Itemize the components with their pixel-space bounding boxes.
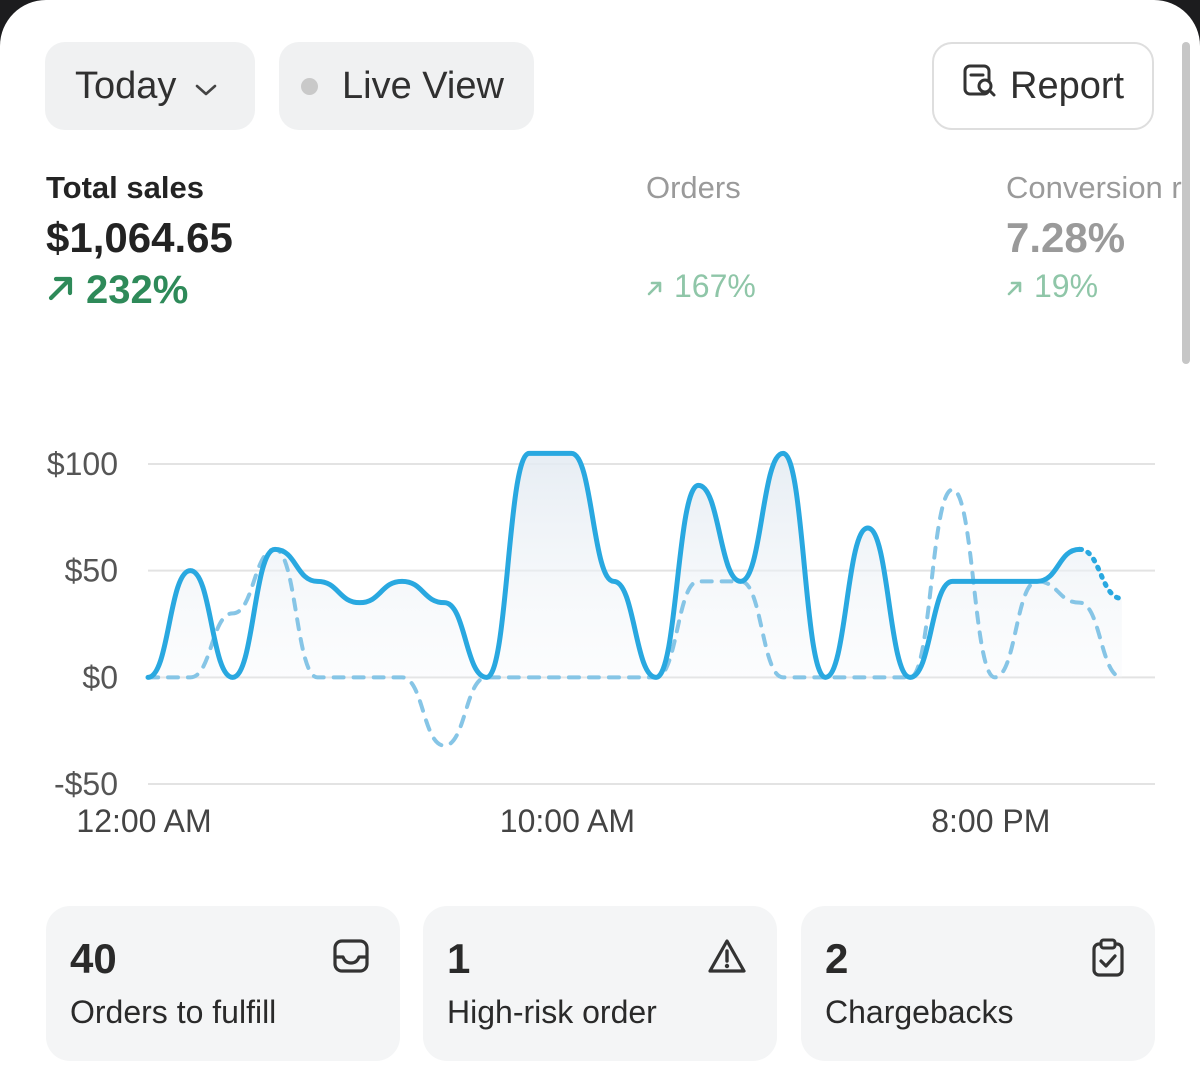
y-tick-label: $100 — [47, 446, 118, 482]
metric-label: Orders — [646, 170, 741, 205]
arrow-up-right-icon — [46, 268, 76, 313]
metric-value: 7.28% — [1006, 214, 1126, 261]
chevron-down-icon — [194, 65, 218, 108]
high-risk-order-card[interactable]: 1 High-risk order — [423, 906, 777, 1061]
y-tick-label: $50 — [65, 553, 118, 589]
metric-conversion-rate[interactable]: Conversion r 7.28% 19% — [1006, 168, 1182, 305]
y-tick-label: -$50 — [54, 766, 118, 802]
report-button[interactable]: Report — [932, 42, 1154, 130]
inbox-icon — [332, 938, 370, 979]
metric-value: $1,064.65 — [46, 214, 233, 261]
date-range-label: Today — [75, 64, 177, 107]
report-label: Report — [1010, 64, 1125, 107]
metric-delta-value: 167% — [674, 268, 756, 304]
metric-delta: 19% — [1006, 268, 1182, 305]
date-range-dropdown[interactable]: Today — [45, 42, 255, 130]
warning-icon — [707, 938, 747, 979]
chargebacks-card[interactable]: 2 Chargebacks — [801, 906, 1155, 1061]
card-value: 40 — [70, 935, 117, 982]
report-icon — [962, 63, 1010, 109]
metric-delta-value: 19% — [1034, 268, 1099, 304]
metric-orders[interactable]: Orders 167% — [646, 168, 756, 305]
arrow-up-right-icon — [646, 268, 664, 305]
metric-delta: 232% — [46, 268, 233, 313]
live-view-label: Live View — [342, 64, 504, 107]
live-status-dot — [301, 77, 318, 95]
sales-area-fill — [148, 453, 1122, 678]
card-label: Chargebacks — [825, 994, 1014, 1030]
metric-delta: 167% — [646, 268, 756, 305]
x-tick-label: 8:00 PM — [931, 803, 1050, 839]
clipboard-check-icon — [1091, 938, 1125, 983]
sales-series-line — [145, 450, 1082, 680]
card-value: 2 — [825, 935, 849, 982]
metric-delta-value: 232% — [86, 268, 189, 312]
card-value: 1 — [447, 935, 471, 982]
card-label: Orders to fulfill — [70, 994, 277, 1030]
metric-label: Total sales — [46, 170, 204, 205]
orders-to-fulfill-card[interactable]: 40 Orders to fulfill — [46, 906, 400, 1061]
metric-label: Conversion r — [1006, 170, 1182, 205]
y-tick-label: $0 — [82, 659, 118, 695]
metric-total-sales[interactable]: Total sales $1,064.65 232% — [46, 168, 233, 313]
sales-projection-line — [1076, 546, 1125, 601]
live-view-button[interactable]: Live View — [279, 42, 534, 130]
scrollbar[interactable] — [1182, 42, 1190, 364]
x-tick-label: 12:00 AM — [76, 803, 211, 839]
card-label: High-risk order — [447, 994, 657, 1030]
x-tick-label: 10:00 AM — [500, 803, 635, 839]
arrow-up-right-icon — [1006, 268, 1024, 305]
